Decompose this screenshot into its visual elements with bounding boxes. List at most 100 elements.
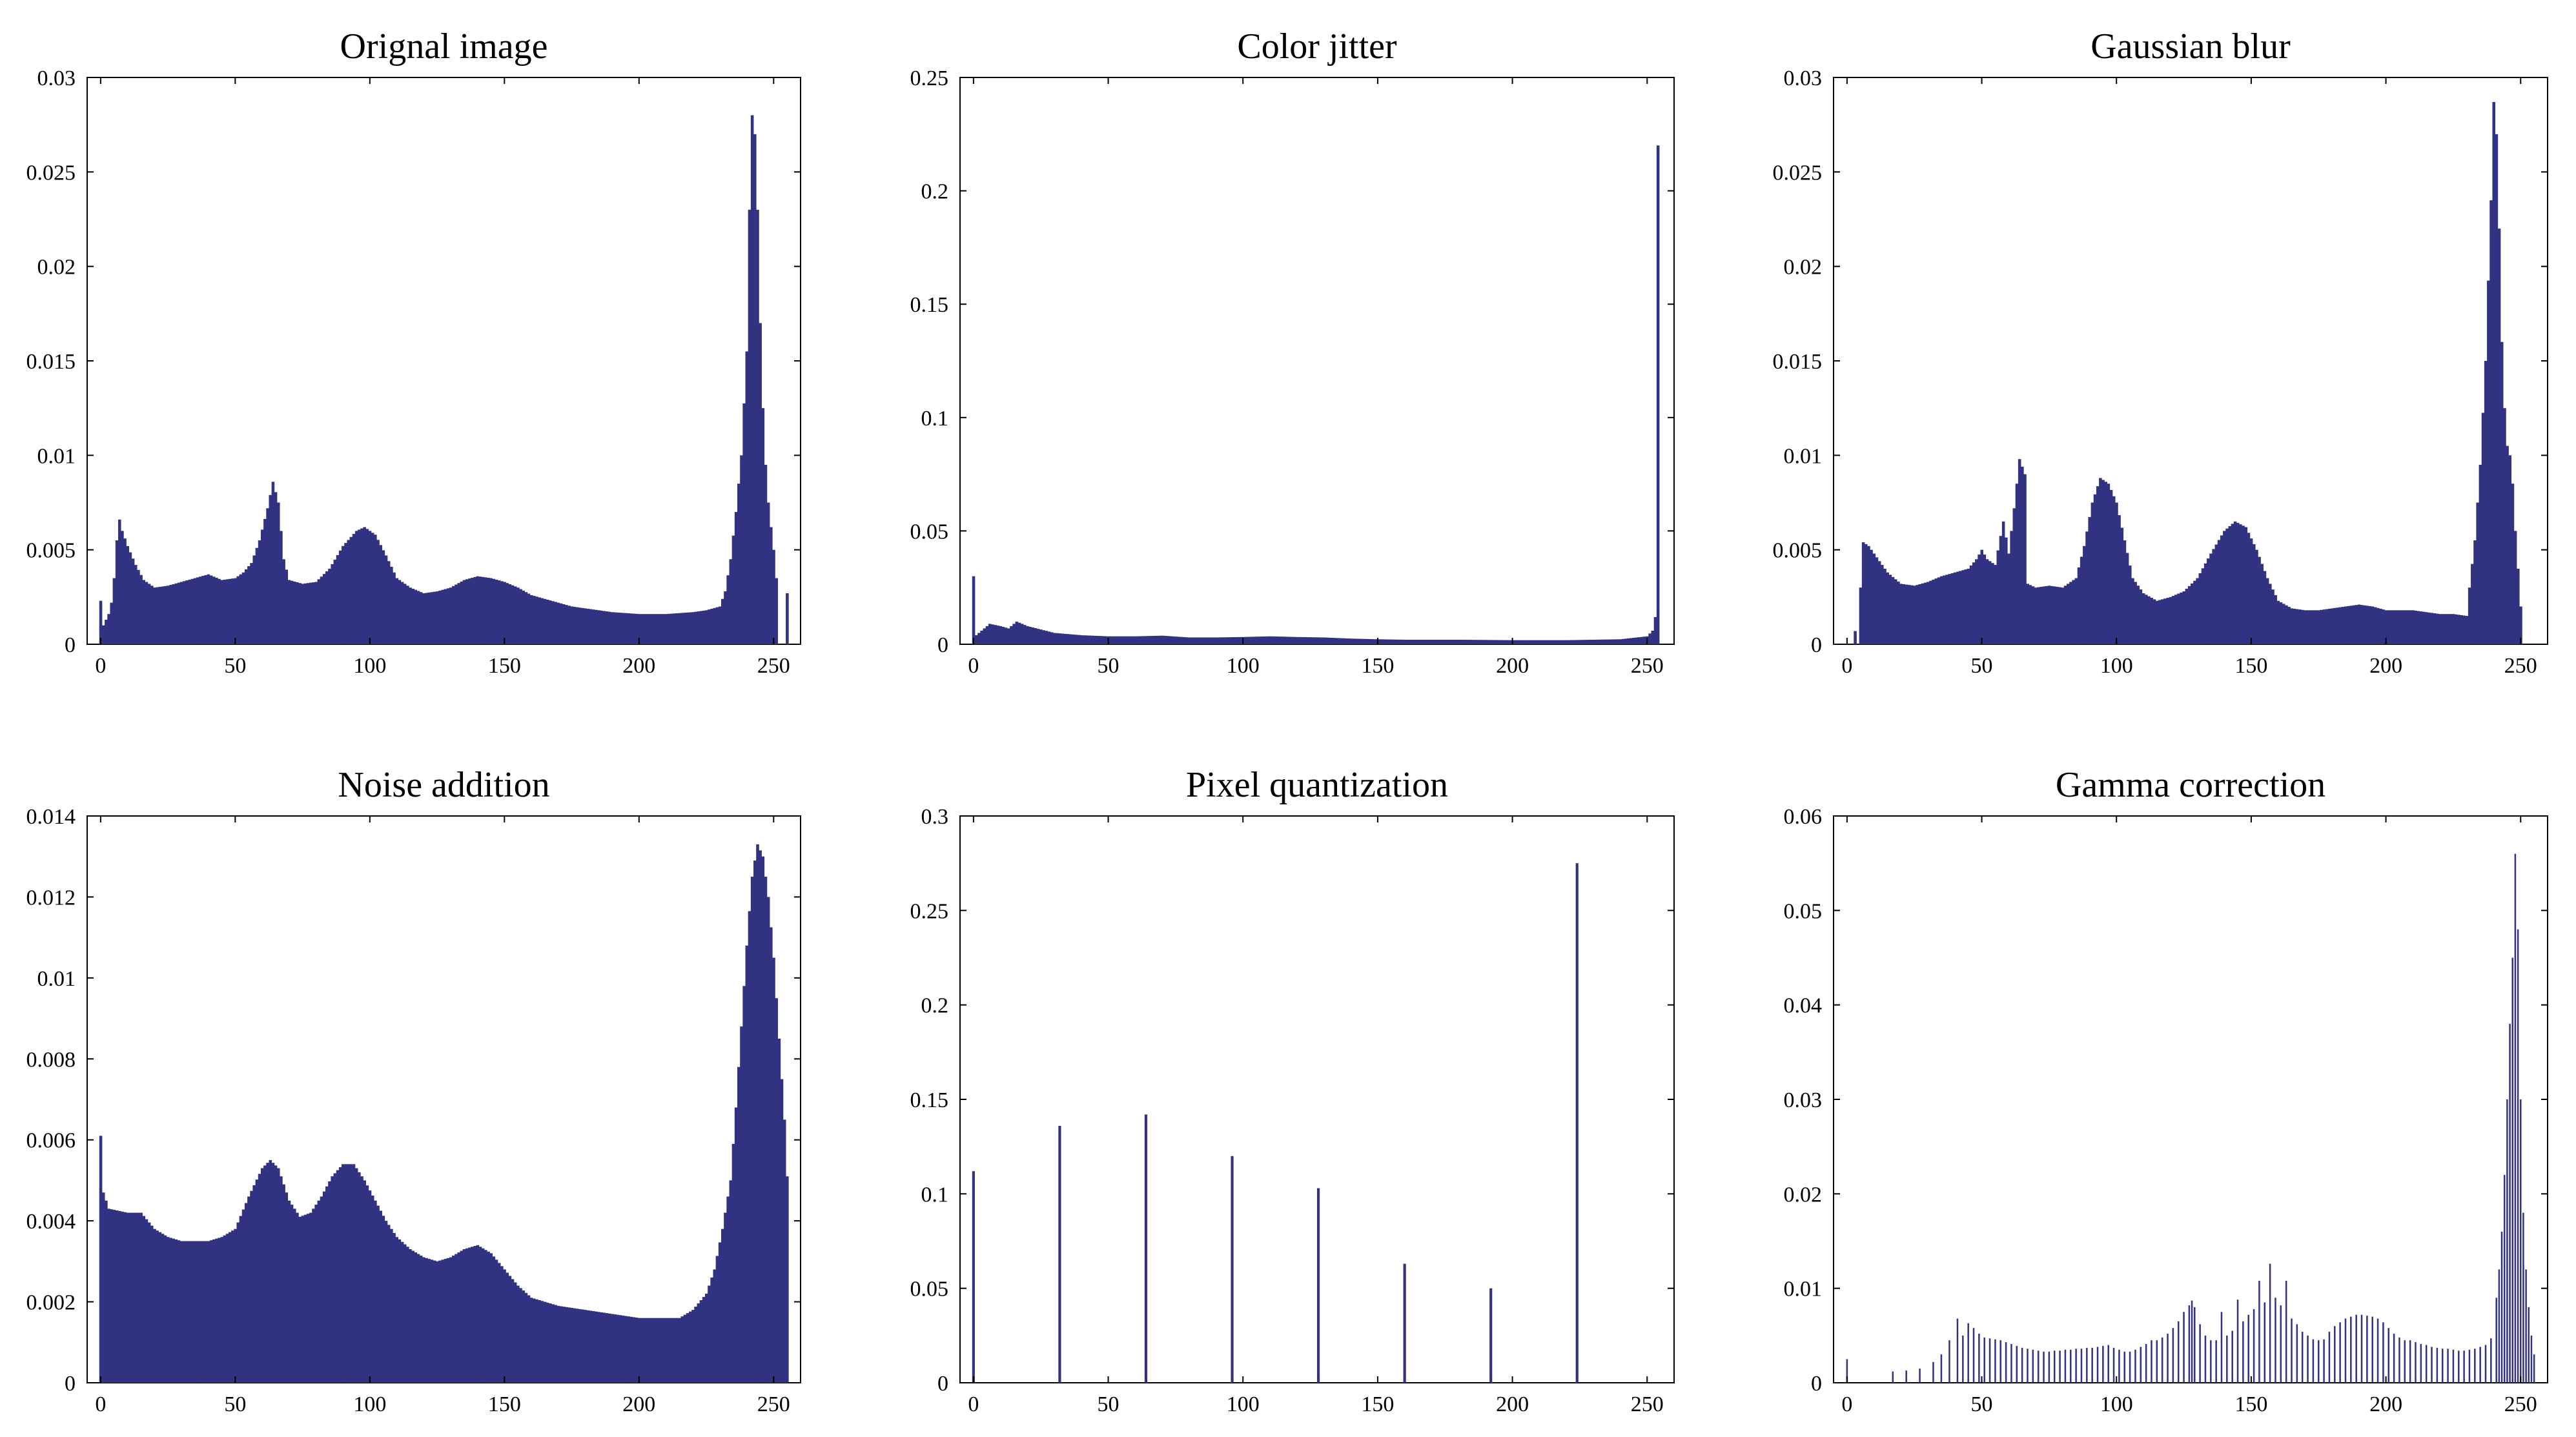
histogram-bar [1427,639,1431,644]
histogram-bar [1651,630,1655,644]
histogram-bar [156,1230,159,1383]
histogram-bar [1438,639,1442,644]
histogram-bar [1160,635,1164,644]
histogram-bar [1317,1188,1320,1383]
histogram-bar [260,529,264,644]
histogram-bar [573,607,577,644]
histogram-bar [107,614,110,644]
histogram-bar [1311,637,1315,644]
histogram-bar [342,545,345,644]
histogram-bar [1026,626,1029,644]
histogram-bar [1619,639,1622,644]
histogram-bar [2479,1347,2481,1383]
histogram-bar [740,1026,743,1383]
histogram-bar [1467,640,1471,644]
histogram-bar [2249,538,2253,644]
histogram-bar [2258,1280,2260,1383]
histogram-bar [427,592,431,644]
histogram-bar [430,1259,434,1383]
histogram-bar [422,1257,425,1383]
histogram-bar [506,1272,509,1383]
histogram-bar [1222,637,1226,644]
histogram-bar [1125,636,1129,644]
histogram-bar [290,1205,294,1383]
histogram-bar [777,1038,781,1383]
histogram-bar [2474,1349,2476,1383]
histogram-bar [1899,584,1903,644]
histogram-bar [2306,610,2310,644]
histogram-bar [1929,580,1932,644]
histogram-bar [123,538,127,644]
histogram-bar [1484,640,1487,644]
histogram-bar [1293,637,1296,644]
histogram-bar [1591,639,1595,644]
histogram-bar [1886,572,1889,644]
histogram-bar [2368,606,2372,644]
histogram-bar [2166,598,2170,644]
histogram-bar [435,1261,439,1383]
histogram-bar [538,597,542,644]
histogram-bar [492,578,496,644]
histogram-bar [2007,553,2010,644]
histogram-bar [2334,1326,2336,1383]
histogram-bar [2498,1269,2500,1383]
histogram-bar [988,624,992,644]
histogram-bar [285,1192,289,1383]
histogram-bar [543,598,547,644]
histogram-bar [207,574,210,644]
x-tick-label: 0 [95,1392,106,1416]
histogram-bar [600,1312,603,1383]
histogram-bar [2314,610,2318,644]
histogram-bar [1570,640,1573,644]
histogram-bar [608,611,611,644]
histogram-bar [759,850,762,1383]
histogram-bar [344,543,347,644]
histogram-bar [2285,605,2288,644]
histogram-bar [1907,585,1911,644]
y-tick-label: 0 [1811,1372,1822,1396]
histogram-bar [570,606,574,644]
histogram-bar [2091,1347,2093,1383]
histogram-bar [1028,626,1032,644]
histogram-bar [234,578,237,644]
x-tick-label: 150 [1361,1392,1394,1416]
histogram-bar [1538,640,1541,644]
histogram-bar [745,945,749,1383]
histogram-bar [379,545,382,644]
histogram-bar [495,579,498,644]
histogram-bar [126,1212,130,1383]
histogram-bar [1967,568,1970,644]
histogram-bar [1123,636,1127,644]
histogram-bar [651,614,655,644]
x-tick-label: 100 [1227,1392,1260,1416]
histogram-bar [1597,639,1600,644]
histogram-bar [1109,636,1113,644]
histogram-bar [112,1210,116,1383]
histogram-bar [360,528,363,644]
histogram-bar [586,608,590,644]
histogram-bar [1613,639,1617,644]
histogram-bar [694,1307,697,1383]
histogram-bar [1150,636,1153,644]
histogram-bar [2053,586,2056,644]
histogram-bar [403,584,407,644]
histogram-bar [128,1212,132,1383]
histogram-bar [1546,640,1549,644]
histogram-bar [1854,631,1857,644]
histogram-bar [1559,640,1563,644]
histogram-bar [632,1317,635,1383]
histogram-bar [1074,635,1078,644]
histogram-bar [1586,640,1590,644]
histogram-bar [374,1200,377,1383]
histogram-bar [484,1250,487,1383]
histogram-bar [1527,640,1531,644]
histogram-bar [1268,636,1272,644]
histogram-bar [1155,635,1159,644]
histogram-bar [2080,556,2083,644]
histogram-bar [188,1241,191,1383]
histogram-bar [2059,1350,2061,1383]
histogram-bar [2409,1340,2411,1383]
histogram-bar [2506,1099,2508,1383]
y-tick-label: 0.012 [26,886,76,910]
histogram-bar [215,1238,218,1383]
